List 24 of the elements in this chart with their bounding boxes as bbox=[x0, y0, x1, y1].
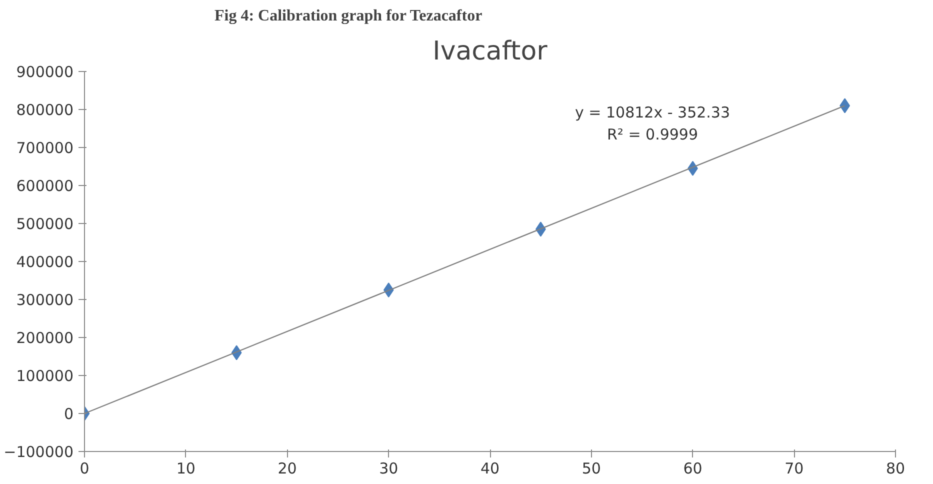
x-tick-label: 30 bbox=[379, 460, 398, 478]
x-tick-label: 80 bbox=[886, 460, 906, 478]
x-tick-label: 0 bbox=[80, 460, 90, 478]
y-tick-label: 200000 bbox=[16, 329, 74, 347]
y-tick-label: 700000 bbox=[16, 139, 74, 157]
chart-title: Ivacaftor bbox=[432, 36, 548, 66]
y-tick-label: 900000 bbox=[16, 63, 74, 81]
x-tick-label: 60 bbox=[683, 460, 702, 478]
y-tick-label: 100000 bbox=[16, 367, 74, 385]
y-tick-label: 0 bbox=[64, 405, 74, 423]
x-tick-label: 70 bbox=[784, 460, 804, 478]
y-tick-label: 800000 bbox=[16, 101, 74, 119]
y-tick-label: 300000 bbox=[16, 291, 74, 309]
x-tick-label: 10 bbox=[176, 460, 196, 478]
annotation: R² = 0.9999 bbox=[606, 126, 698, 144]
y-tick-label: 500000 bbox=[16, 215, 74, 233]
x-tick-label: 20 bbox=[278, 460, 297, 478]
y-tick-label: 600000 bbox=[16, 177, 74, 195]
y-tick-label: −100000 bbox=[4, 443, 74, 461]
x-tick-label: 50 bbox=[582, 460, 601, 478]
x-tick-label: 40 bbox=[480, 460, 500, 478]
caption: Fig 4: Calibration graph for Tezacaftor bbox=[214, 8, 482, 24]
y-tick-label: 400000 bbox=[16, 253, 74, 271]
annotation: y = 10812x - 352.33 bbox=[574, 104, 730, 122]
